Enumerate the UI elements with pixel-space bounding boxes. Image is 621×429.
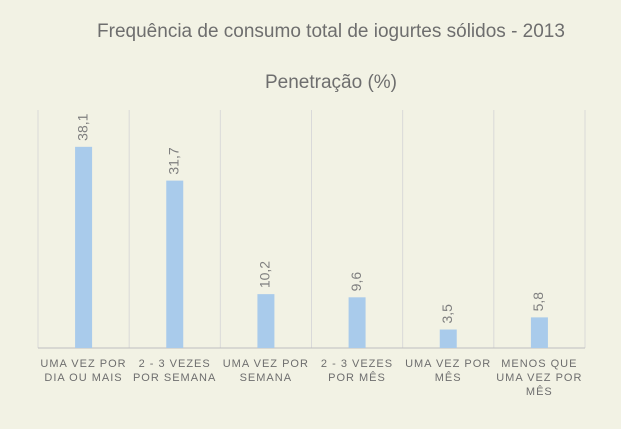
bar bbox=[530, 317, 548, 348]
value-label: 5,8 bbox=[530, 292, 546, 312]
chart-title: Frequência de consumo total de iogurtes … bbox=[97, 21, 565, 42]
value-label: 10,2 bbox=[257, 261, 273, 288]
value-label: 31,7 bbox=[165, 147, 181, 174]
x-tick-label: 2 - 3 VEZES POR SEMANA bbox=[132, 358, 217, 384]
bar bbox=[166, 180, 184, 348]
bar bbox=[348, 297, 366, 348]
x-tick-label: 2 - 3 VEZES POR MÊS bbox=[320, 358, 394, 384]
x-tick-label: MENOS QUE UMA VEZ POR MÊS bbox=[496, 358, 583, 398]
bar bbox=[439, 329, 457, 348]
value-label: 3,5 bbox=[439, 304, 455, 324]
bar bbox=[257, 294, 275, 348]
value-label: 9,6 bbox=[348, 272, 364, 292]
chart-subtitle: Penetração (%) bbox=[264, 72, 397, 93]
x-tick-label: UMA VEZ POR SEMANA bbox=[222, 358, 309, 384]
bar bbox=[75, 146, 93, 348]
x-tick-label: UMA VEZ POR DIA OU MAIS bbox=[40, 358, 127, 384]
x-tick-label: UMA VEZ POR MÊS bbox=[405, 358, 492, 384]
value-label: 38,1 bbox=[74, 113, 90, 140]
